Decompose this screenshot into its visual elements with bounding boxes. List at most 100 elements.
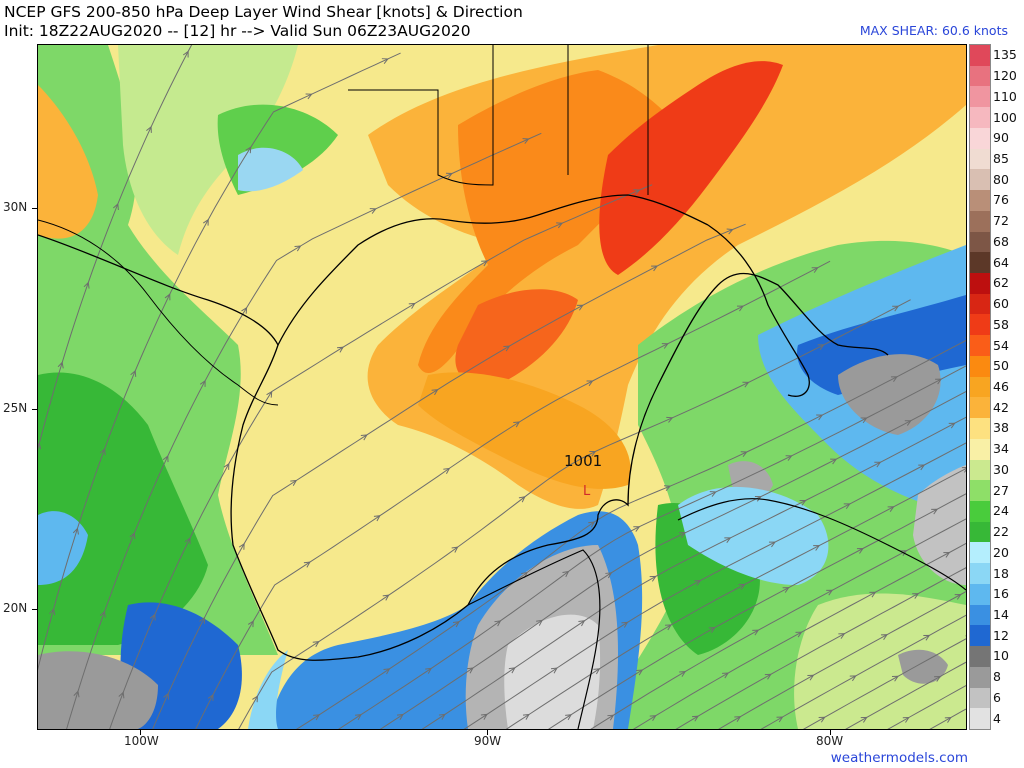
colorbar-swatch (970, 252, 990, 274)
colorbar-label: 58 (993, 316, 1009, 332)
streamline (632, 542, 966, 729)
streamline-arrow (722, 672, 730, 679)
streamline-arrow (633, 526, 641, 532)
colorbar-label: 20 (993, 544, 1009, 560)
streamline-arrow (633, 189, 641, 196)
streamline-arrow (811, 267, 819, 273)
shear-zone-lightblue-sw-edge (38, 511, 88, 585)
lon-label-90w: 90W (474, 734, 502, 748)
streamline-arrow (369, 208, 377, 214)
streamline-arrow (738, 583, 746, 590)
streamline-arrow (396, 713, 404, 720)
streamline-arrow (918, 464, 926, 471)
shear-colorbar (969, 44, 991, 730)
streamline-arrow (593, 668, 601, 675)
streamline-arrow (588, 521, 596, 528)
colorbar-label: 54 (993, 337, 1009, 353)
streamline-arrow (431, 389, 439, 396)
streamline-arrow (679, 671, 687, 677)
streamline-arrow (252, 695, 258, 703)
streamline-arrow (199, 379, 206, 387)
streamline-arrow (247, 620, 254, 628)
colorbar-label: 72 (993, 213, 1009, 229)
border-us-mexico (38, 219, 279, 406)
shear-zone-lightgreen-nw (118, 45, 298, 255)
colorbar-label: 24 (993, 503, 1009, 519)
colorbar-label: 100 (993, 109, 1017, 125)
shear-zone-orange-far-nw (38, 85, 98, 239)
streamline-arrow (860, 417, 868, 424)
shear-zone-lightgreen-caribbean (794, 593, 966, 729)
streamline-arrow (589, 450, 597, 457)
streamline-arrow (813, 545, 821, 551)
streamline-arrow (146, 125, 152, 133)
streamline (887, 685, 966, 729)
colorbar-label: 62 (993, 275, 1009, 291)
streamline-arrow (503, 345, 511, 352)
streamline (296, 339, 966, 729)
streamline-arrow (621, 621, 629, 628)
colorbar-label: 16 (993, 586, 1009, 602)
streamline-arrow (303, 561, 311, 568)
streamline-arrow (443, 467, 451, 474)
colorbar-swatch (970, 459, 990, 481)
colorbar-label: 46 (993, 379, 1009, 394)
streamline-arrow (337, 346, 344, 353)
streamline-arrow (665, 624, 672, 631)
streamline-arrow (508, 667, 516, 674)
streamline-arrow (164, 293, 171, 301)
colorbar-swatch (970, 148, 990, 170)
streamline-arrow (754, 495, 762, 502)
colorbar-swatch (970, 418, 990, 440)
streamline-arrow (661, 343, 669, 349)
colorbar-swatch (970, 45, 990, 67)
lat-label-30n: 30N (3, 200, 28, 214)
colorbar-label: 85 (993, 151, 1009, 166)
streamline-arrow (817, 344, 825, 351)
streamline (38, 45, 193, 451)
lat-label-25n: 25N (3, 401, 28, 415)
streamline-arrow (73, 690, 80, 698)
pressure-center-value: 1001 (564, 452, 602, 470)
streamline (675, 567, 966, 729)
coastline-cuba (677, 498, 966, 591)
streamline-arrow (223, 462, 230, 470)
colorbar-swatch (970, 646, 990, 668)
colorbar-swatch (970, 521, 990, 543)
shear-zone-red-core-gulf (455, 289, 578, 386)
streamline-arrow (118, 691, 125, 699)
streamline-arrow (818, 716, 826, 723)
colorbar-swatch (970, 210, 990, 233)
streamline-arrow (522, 138, 530, 144)
streamline-arrow (651, 265, 659, 272)
streamline-arrow (245, 146, 252, 154)
streamline-arrow (764, 673, 772, 680)
streamline-arrow (826, 589, 834, 596)
map-canvas: 1001 L (38, 45, 966, 729)
streamline-arrow (931, 508, 939, 515)
max-shear-label: MAX SHEAR: 60.6 knots (859, 23, 1008, 38)
lon-tick (487, 730, 488, 735)
colorbar-label: 68 (993, 233, 1009, 249)
streamline-arrow (199, 616, 205, 624)
streamline-arrow (734, 716, 742, 722)
streamline-arrow (891, 675, 899, 682)
shear-zone-red-core-ne (599, 61, 783, 275)
streamline-arrow (445, 172, 453, 179)
shear-zone-green-west-dark (38, 372, 208, 645)
colorbar-swatch (970, 86, 990, 108)
streamline-arrow (679, 532, 687, 538)
streamline-arrow (408, 302, 416, 309)
colorbar-label: 22 (993, 524, 1009, 540)
shear-zone-gray-far-east (913, 465, 966, 585)
streamline-arrow (149, 613, 156, 621)
colorbar-label: 60 (993, 296, 1009, 312)
streamline-arrow (373, 515, 381, 522)
streamline-arrow (83, 281, 90, 289)
streamline-arrow (494, 620, 502, 627)
streamline-arrow (776, 716, 784, 723)
streamline-arrow (452, 621, 460, 628)
colorbar-label: 8 (993, 669, 1001, 685)
streamline-arrow (518, 496, 526, 503)
streamline-arrow (565, 714, 573, 721)
